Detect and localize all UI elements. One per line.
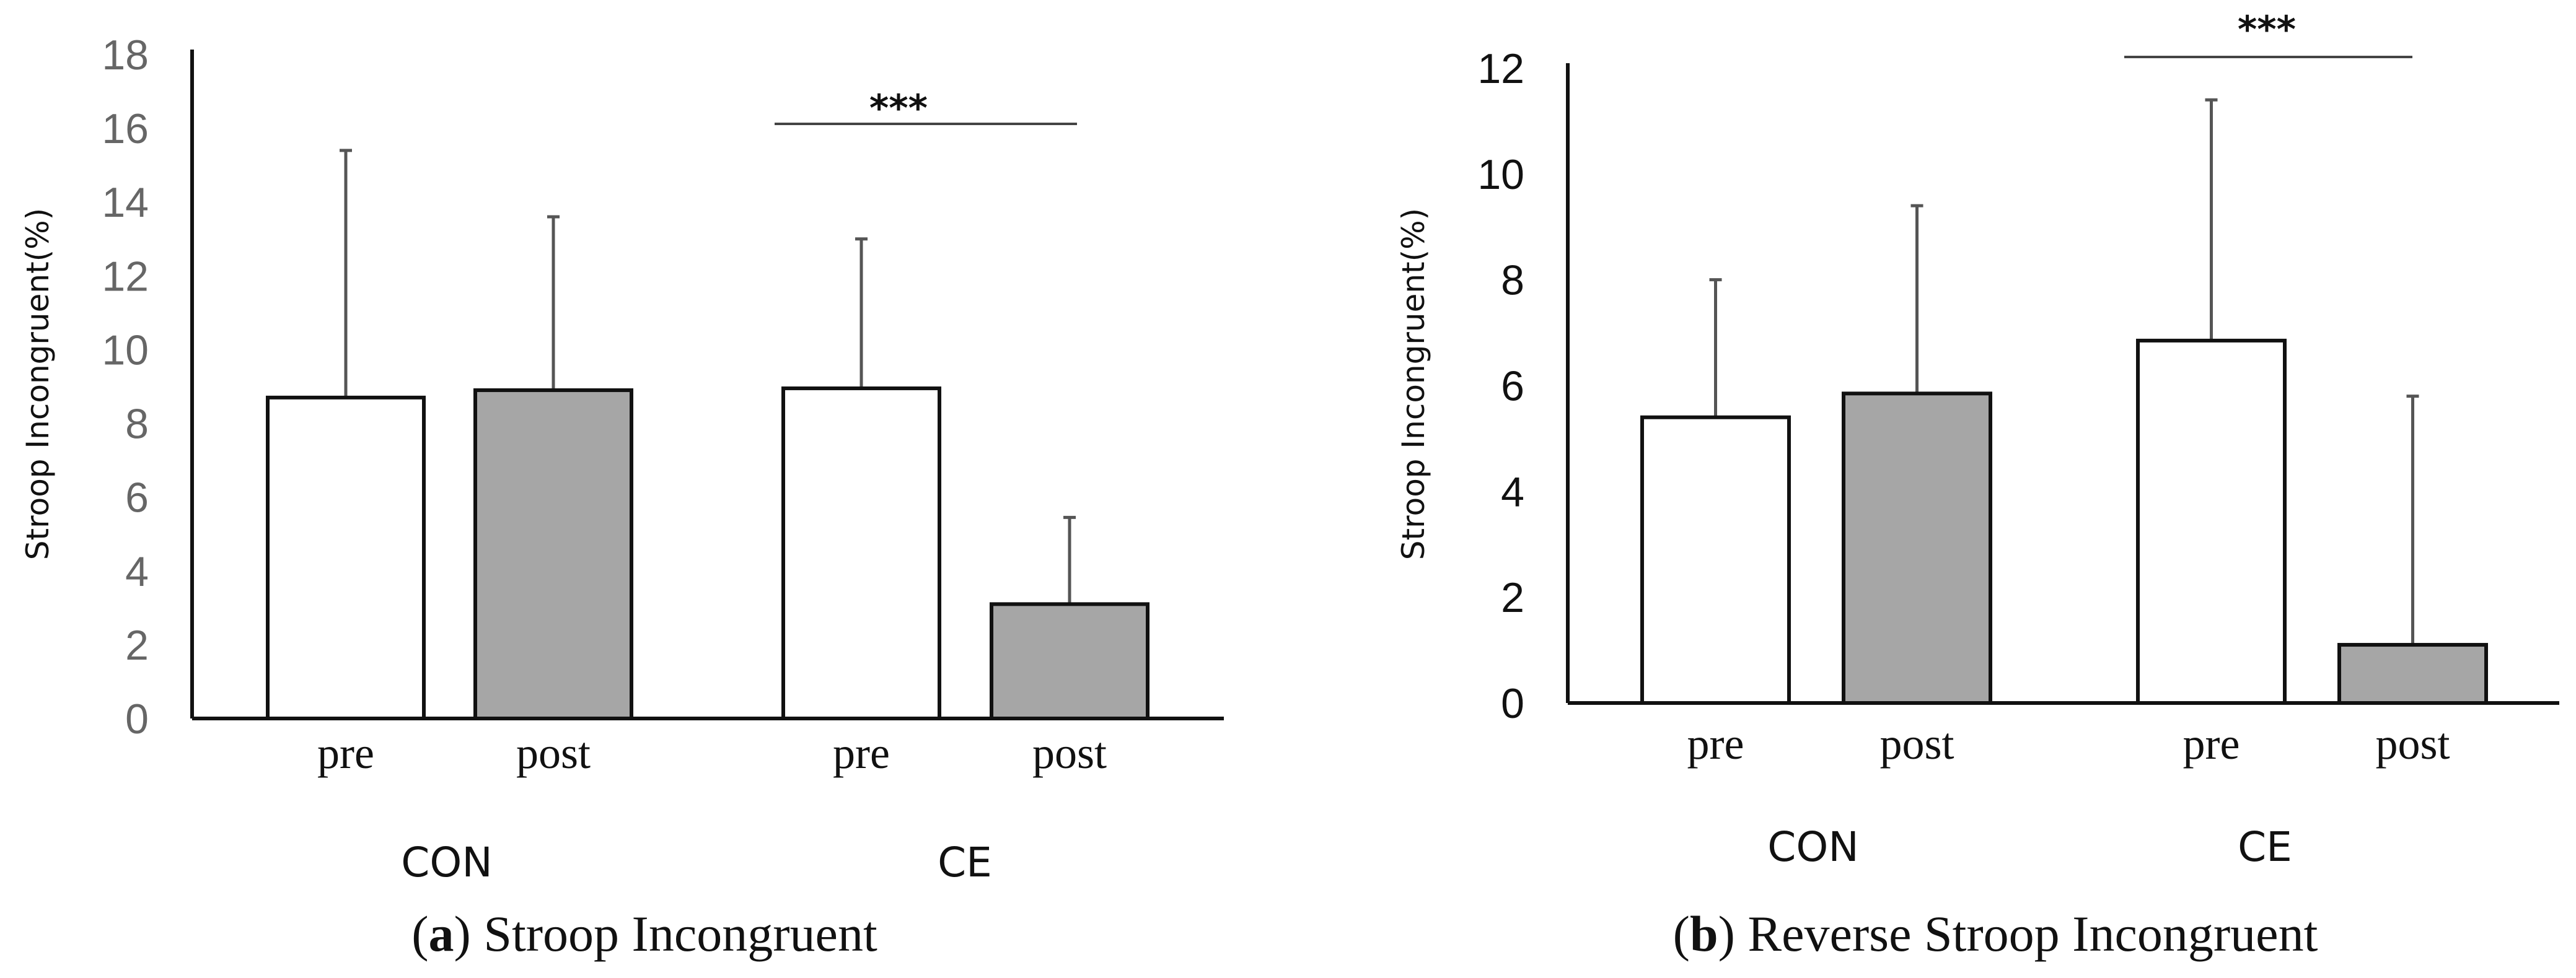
y-tick-label: 18 bbox=[102, 32, 149, 79]
y-tick-label: 14 bbox=[102, 179, 149, 226]
y-tick-label: 6 bbox=[125, 474, 149, 522]
y-tick-label: 12 bbox=[1477, 45, 1524, 92]
y-tick-label: 12 bbox=[102, 253, 149, 300]
y-tick-label: 4 bbox=[1501, 468, 1524, 515]
y-axis-label: Stroop Incongruent(%) bbox=[1396, 208, 1431, 560]
y-tick-label: 8 bbox=[125, 401, 149, 448]
y-tick-label: 0 bbox=[125, 696, 149, 743]
x-tick-label: post bbox=[2375, 719, 2450, 769]
chart-title: Reverse Stroop Incongruent bbox=[1747, 906, 2318, 962]
group-label: CON bbox=[1767, 823, 1858, 871]
caption-letter: a bbox=[429, 906, 454, 962]
group-label: CON bbox=[401, 839, 492, 886]
significance-label: *** bbox=[869, 87, 928, 130]
y-axis-label: Stroop Incongruent(%) bbox=[20, 208, 56, 560]
panel-caption: (a) Stroop Incongruent bbox=[411, 906, 877, 962]
y-tick-label: 10 bbox=[1477, 151, 1524, 198]
bar-ce-post bbox=[2337, 643, 2488, 705]
panel-b: 0 2 4 6 8 10 12 Stroop Incongruent(%) pre post CON… bbox=[1396, 8, 2559, 962]
x-tick-label: post bbox=[1032, 728, 1107, 778]
y-tick-label: 0 bbox=[1501, 680, 1524, 727]
significance-label: *** bbox=[2238, 8, 2296, 51]
y-tick-label: 4 bbox=[125, 548, 149, 595]
group-label: CE bbox=[938, 839, 992, 886]
bar-ce-pre bbox=[2136, 338, 2287, 705]
y-tick-label: 2 bbox=[125, 622, 149, 669]
y-tick-label: 2 bbox=[1501, 574, 1524, 621]
x-tick-label: post bbox=[1879, 719, 1954, 769]
bar-ce-pre bbox=[781, 386, 941, 720]
caption-paren-close: ) bbox=[1718, 906, 1748, 962]
x-tick-label: post bbox=[516, 728, 591, 778]
bar-con-pre bbox=[266, 395, 426, 720]
caption-letter: b bbox=[1690, 906, 1718, 962]
y-tick-label: 10 bbox=[102, 326, 149, 373]
x-tick-label: pre bbox=[317, 728, 374, 778]
panel-a: 0 2 4 6 8 10 12 14 16 18 Stroop Incongruent(%) pre p… bbox=[20, 32, 1224, 962]
chart-title: Stroop Incongruent bbox=[483, 906, 877, 962]
caption-paren-close: ) bbox=[454, 906, 484, 962]
caption-paren-open: ( bbox=[1673, 906, 1690, 962]
y-tick-label: 6 bbox=[1501, 363, 1524, 410]
bar-con-post bbox=[473, 388, 633, 720]
x-tick-label: pre bbox=[833, 728, 890, 778]
x-tick-label: pre bbox=[1687, 719, 1744, 769]
panel-caption: (b) Reverse Stroop Incongruent bbox=[1673, 906, 2318, 962]
bar-ce-post bbox=[990, 602, 1150, 721]
bar-con-post bbox=[1842, 391, 1992, 705]
x-tick-label: pre bbox=[2183, 719, 2240, 769]
y-tick-label: 8 bbox=[1501, 257, 1524, 304]
y-tick-label: 16 bbox=[102, 105, 149, 152]
group-label: CE bbox=[2238, 823, 2292, 871]
bar-con-pre bbox=[1640, 415, 1791, 705]
caption-paren-open: ( bbox=[411, 906, 428, 962]
